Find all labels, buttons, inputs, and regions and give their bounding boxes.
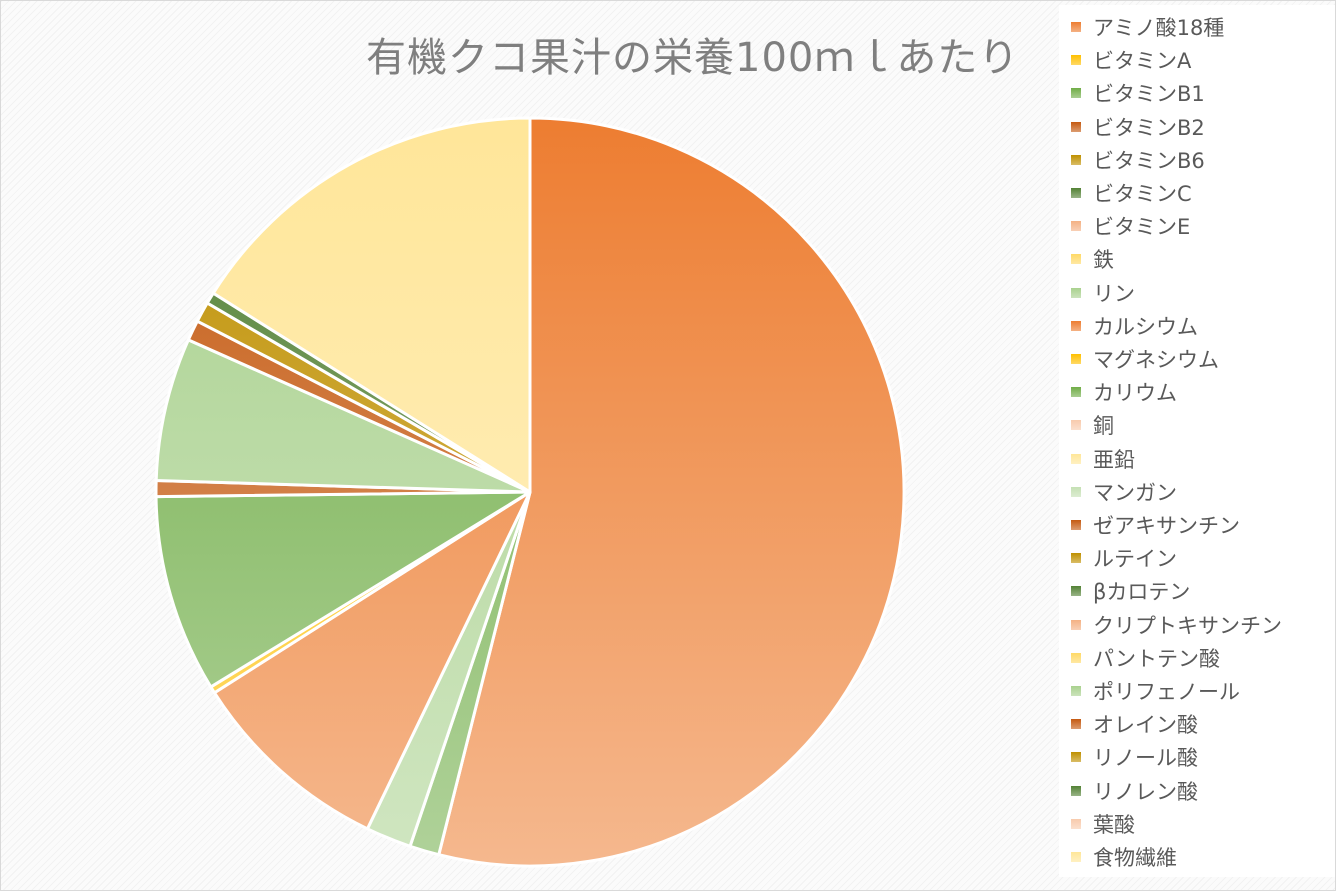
legend-swatch bbox=[1071, 553, 1081, 564]
legend-swatch bbox=[1071, 652, 1081, 663]
legend-label: マンガン bbox=[1093, 480, 1177, 505]
legend-swatch bbox=[1071, 154, 1081, 165]
legend-label: ビタミンB1 bbox=[1093, 82, 1205, 107]
pie-slice-11 bbox=[154, 490, 532, 689]
legend-swatch bbox=[1071, 586, 1081, 597]
legend-item: マグネシウム bbox=[1071, 343, 1335, 375]
legend-item: アミノ酸18種 bbox=[1071, 11, 1335, 43]
legend-item: マンガン bbox=[1071, 476, 1335, 508]
legend-label: 葉酸 bbox=[1093, 812, 1135, 837]
legend-swatch bbox=[1071, 486, 1081, 497]
legend-label: パントテン酸 bbox=[1093, 646, 1221, 671]
legend-label: ルテイン bbox=[1093, 547, 1177, 572]
legend-label: βカロテン bbox=[1093, 580, 1191, 605]
legend-swatch bbox=[1071, 852, 1081, 862]
legend-item: ビタミンE bbox=[1071, 210, 1335, 242]
legend-item: リノレン酸 bbox=[1071, 775, 1335, 807]
legend-label: ゼアキサンチン bbox=[1093, 514, 1240, 538]
legend-label: 亜鉛 bbox=[1093, 447, 1135, 472]
legend-swatch bbox=[1071, 188, 1081, 198]
legend-label: ビタミンA bbox=[1093, 49, 1192, 74]
legend-swatch bbox=[1071, 719, 1081, 730]
legend-item: ビタミンB2 bbox=[1071, 111, 1335, 143]
legend-item: ビタミンC bbox=[1071, 177, 1335, 209]
legend-item: βカロテン bbox=[1071, 575, 1335, 607]
legend-label: ポリフェノール bbox=[1093, 680, 1240, 704]
legend-label: ビタミンC bbox=[1093, 182, 1192, 206]
legend: アミノ酸18種 ビタミンA ビタミンB1 ビタミンB2 ビタミンB6 ビタミンC ビタミンE… bbox=[1059, 5, 1335, 877]
legend-label: ビタミンB2 bbox=[1093, 115, 1205, 140]
legend-swatch bbox=[1071, 22, 1081, 32]
legend-swatch bbox=[1071, 453, 1081, 464]
chart-title: 有機クコ果汁の栄養100ｍｌあたり bbox=[366, 35, 1020, 81]
legend-item: ルテイン bbox=[1071, 542, 1335, 574]
legend-label: 銅 bbox=[1093, 414, 1114, 439]
legend-item: ビタミンA bbox=[1071, 44, 1335, 76]
pie-slice-25 bbox=[211, 116, 532, 494]
legend-item: カリウム bbox=[1071, 376, 1335, 408]
legend-swatch bbox=[1071, 686, 1081, 696]
legend-swatch bbox=[1071, 619, 1081, 630]
legend-swatch bbox=[1071, 287, 1081, 298]
legend-swatch bbox=[1071, 387, 1081, 398]
legend-swatch bbox=[1071, 254, 1081, 265]
legend-item: ビタミンB6 bbox=[1071, 144, 1335, 176]
legend-item: リン bbox=[1071, 277, 1335, 309]
legend-item: オレイン酸 bbox=[1071, 708, 1335, 740]
legend-swatch bbox=[1071, 420, 1081, 431]
legend-item: ビタミンB1 bbox=[1071, 77, 1335, 109]
legend-label: 鉄 bbox=[1093, 248, 1114, 273]
legend-swatch bbox=[1071, 221, 1081, 232]
legend-label: マグネシウム bbox=[1093, 348, 1219, 372]
legend-label: オレイン酸 bbox=[1093, 713, 1198, 738]
legend-label: ビタミンB6 bbox=[1093, 148, 1205, 173]
pie-slice-9 bbox=[212, 490, 532, 831]
legend-item: ゼアキサンチン bbox=[1071, 509, 1335, 541]
legend-item: パントテン酸 bbox=[1071, 642, 1335, 674]
legend-label: アミノ酸18種 bbox=[1093, 16, 1225, 40]
legend-swatch bbox=[1071, 354, 1081, 364]
pie-slices bbox=[154, 116, 906, 868]
legend-item: リノール酸 bbox=[1071, 741, 1335, 773]
legend-swatch bbox=[1071, 320, 1081, 331]
legend-swatch bbox=[1071, 55, 1081, 66]
legend-item: カルシウム bbox=[1071, 310, 1335, 342]
legend-item: 亜鉛 bbox=[1071, 443, 1335, 475]
legend-swatch bbox=[1071, 818, 1081, 829]
pie-slice-20 bbox=[154, 338, 532, 494]
legend-swatch bbox=[1071, 88, 1081, 99]
legend-item: ポリフェノール bbox=[1071, 675, 1335, 707]
legend-label: クリプトキサンチン bbox=[1093, 613, 1282, 638]
legend-label: カルシウム bbox=[1093, 314, 1198, 339]
legend-item: 食物繊維 bbox=[1071, 841, 1335, 873]
legend-swatch bbox=[1071, 785, 1081, 796]
legend-item: 鉄 bbox=[1071, 243, 1335, 275]
legend-label: カリウム bbox=[1093, 381, 1177, 406]
legend-label: リノール酸 bbox=[1093, 746, 1198, 771]
legend-label: リン bbox=[1093, 281, 1135, 306]
legend-label: リノレン酸 bbox=[1093, 779, 1198, 804]
legend-item: 葉酸 bbox=[1071, 808, 1335, 840]
legend-swatch bbox=[1071, 121, 1081, 132]
legend-label: 食物繊維 bbox=[1093, 846, 1177, 870]
legend-swatch bbox=[1071, 520, 1081, 530]
legend-swatch bbox=[1071, 752, 1081, 763]
legend-label: ビタミンE bbox=[1093, 215, 1191, 240]
legend-item: クリプトキサンチン bbox=[1071, 609, 1335, 641]
pie-slice-0 bbox=[437, 116, 906, 868]
legend-item: 銅 bbox=[1071, 409, 1335, 441]
